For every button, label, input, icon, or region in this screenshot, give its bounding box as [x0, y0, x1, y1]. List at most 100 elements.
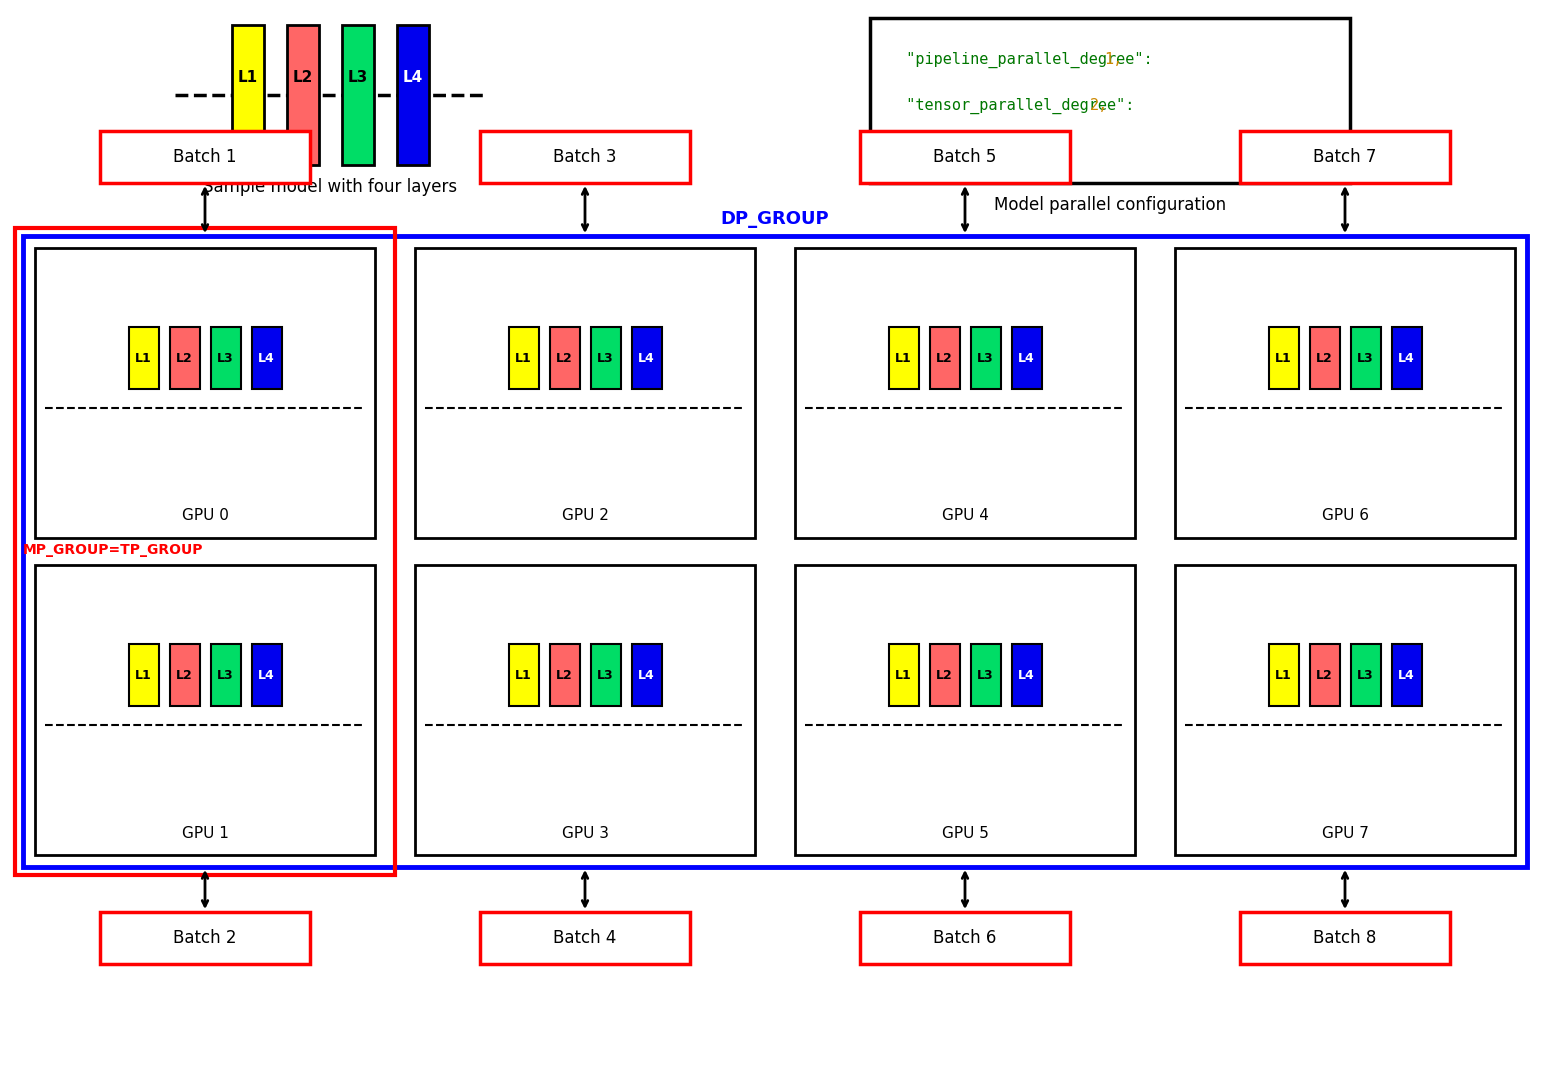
- Text: L2: L2: [937, 352, 952, 365]
- Bar: [1268, 644, 1298, 706]
- Text: GPU 6: GPU 6: [1322, 508, 1368, 523]
- Bar: [128, 327, 158, 389]
- Text: GPU 0: GPU 0: [181, 508, 228, 523]
- Bar: [169, 644, 200, 706]
- Text: L4: L4: [638, 352, 655, 365]
- Text: "pipeline_parallel_degree":: "pipeline_parallel_degree":: [888, 52, 1162, 68]
- Text: Batch 4: Batch 4: [554, 929, 616, 947]
- Text: GPU 4: GPU 4: [942, 508, 988, 523]
- Bar: [1240, 912, 1450, 964]
- Bar: [632, 327, 662, 389]
- Text: Batch 3: Batch 3: [554, 148, 616, 166]
- Bar: [1350, 644, 1381, 706]
- Text: L2: L2: [292, 70, 313, 85]
- Text: L4: L4: [258, 669, 275, 682]
- Bar: [100, 131, 310, 184]
- Bar: [211, 327, 241, 389]
- Text: Batch 1: Batch 1: [174, 148, 236, 166]
- Text: GPU 7: GPU 7: [1322, 825, 1368, 841]
- Text: Batch 2: Batch 2: [174, 929, 236, 947]
- Bar: [1350, 327, 1381, 389]
- Bar: [508, 644, 538, 706]
- Bar: [1175, 565, 1516, 855]
- Text: L1: L1: [515, 352, 532, 365]
- Bar: [211, 644, 241, 706]
- Bar: [1012, 327, 1042, 389]
- Text: L3: L3: [217, 352, 233, 365]
- Text: GPU 5: GPU 5: [942, 825, 988, 841]
- Text: L2: L2: [557, 352, 572, 365]
- Text: L1: L1: [238, 70, 258, 85]
- Text: L4: L4: [1018, 669, 1035, 682]
- Text: GPU 1: GPU 1: [181, 825, 228, 841]
- Bar: [1392, 644, 1422, 706]
- Text: L4: L4: [1398, 352, 1415, 365]
- Bar: [971, 644, 1001, 706]
- Text: Batch 7: Batch 7: [1314, 148, 1376, 166]
- Text: L3: L3: [978, 669, 993, 682]
- Text: L1: L1: [515, 669, 532, 682]
- Text: L2: L2: [177, 669, 192, 682]
- Bar: [508, 327, 538, 389]
- Text: Batch 8: Batch 8: [1314, 929, 1376, 947]
- Bar: [34, 248, 375, 538]
- Bar: [795, 565, 1135, 855]
- Text: GPU 3: GPU 3: [561, 825, 608, 841]
- Text: MP_GROUP=TP_GROUP: MP_GROUP=TP_GROUP: [23, 543, 203, 557]
- Bar: [870, 18, 1350, 184]
- Bar: [414, 565, 755, 855]
- Text: Batch 6: Batch 6: [934, 929, 996, 947]
- Bar: [128, 644, 158, 706]
- Text: L3: L3: [978, 352, 993, 365]
- Text: Model parallel configuration: Model parallel configuration: [995, 195, 1226, 214]
- Text: L1: L1: [895, 669, 912, 682]
- Bar: [888, 644, 918, 706]
- Bar: [100, 912, 310, 964]
- Text: L1: L1: [135, 669, 152, 682]
- Bar: [169, 327, 200, 389]
- Bar: [16, 228, 396, 875]
- Bar: [286, 25, 319, 165]
- Text: L2: L2: [557, 669, 572, 682]
- Bar: [591, 644, 621, 706]
- Text: 1,: 1,: [1104, 52, 1123, 67]
- Bar: [231, 25, 263, 165]
- Text: 2,: 2,: [1090, 99, 1107, 114]
- Bar: [1012, 644, 1042, 706]
- Bar: [632, 644, 662, 706]
- Bar: [549, 644, 580, 706]
- Bar: [397, 25, 429, 165]
- Bar: [1268, 327, 1298, 389]
- Text: L2: L2: [1317, 352, 1333, 365]
- Bar: [34, 565, 375, 855]
- Bar: [795, 248, 1135, 538]
- Text: "ddp":: "ddp":: [888, 144, 970, 160]
- Bar: [860, 131, 1070, 184]
- Text: Sample model with four layers: Sample model with four layers: [203, 178, 457, 195]
- Bar: [480, 131, 690, 184]
- Bar: [252, 644, 282, 706]
- Text: L1: L1: [1275, 352, 1292, 365]
- Bar: [1309, 644, 1339, 706]
- Text: L3: L3: [597, 352, 613, 365]
- Text: True: True: [952, 144, 990, 160]
- Text: L4: L4: [258, 352, 275, 365]
- Text: L4: L4: [1018, 352, 1035, 365]
- Text: L2: L2: [177, 352, 192, 365]
- Bar: [860, 912, 1070, 964]
- Bar: [1392, 327, 1422, 389]
- Text: L3: L3: [1358, 352, 1373, 365]
- Bar: [549, 327, 580, 389]
- Text: L1: L1: [895, 352, 912, 365]
- Bar: [414, 248, 755, 538]
- Bar: [971, 327, 1001, 389]
- Text: L3: L3: [347, 70, 368, 85]
- Bar: [888, 327, 918, 389]
- Text: L3: L3: [597, 669, 613, 682]
- Text: L2: L2: [1317, 669, 1333, 682]
- Text: "tensor_parallel_degree":: "tensor_parallel_degree":: [888, 98, 1143, 114]
- Bar: [591, 327, 621, 389]
- Text: L2: L2: [937, 669, 952, 682]
- Bar: [1309, 327, 1339, 389]
- Bar: [929, 327, 959, 389]
